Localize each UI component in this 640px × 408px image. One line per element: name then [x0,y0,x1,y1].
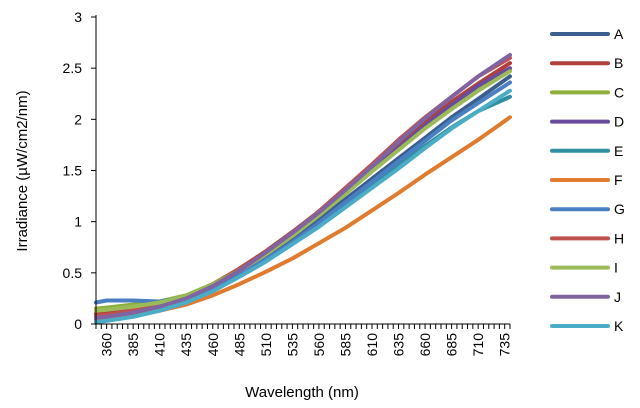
y-tick-label: 0 [74,316,82,332]
legend-label: F [614,172,623,188]
series-line-k [94,88,512,324]
legend-label: D [614,114,624,130]
legend-label: J [614,289,621,305]
x-tick-label: 610 [364,333,380,357]
y-tick-label: 2 [74,111,82,127]
legend-entry-k: K [550,318,624,334]
y-tick-label: 1.5 [63,163,83,179]
legend-entry-c: C [550,84,624,100]
x-tick-label: 435 [178,333,194,357]
legend-entry-g: G [550,201,625,217]
legend-entry-b: B [550,55,623,71]
plot-area [94,52,512,324]
legend-label: A [614,26,624,42]
legend-label: G [614,201,625,217]
series-line-d [94,66,512,322]
x-tick-label: 560 [311,333,327,357]
series-line-i [94,69,512,313]
series-line-f [94,115,512,323]
legend-label: I [614,260,618,276]
y-axis-title: Irradiance (µW/cm2/nm) [14,90,31,251]
x-tick-label: 410 [152,333,168,357]
x-tick-label: 535 [284,333,300,357]
y-tick-label: 2.5 [63,60,83,76]
x-tick-label: 460 [205,333,221,357]
x-tick-label: 685 [444,333,460,357]
x-tick-label: 510 [258,333,274,357]
legend-entry-i: I [550,260,618,276]
legend-entry-e: E [550,143,623,159]
legend-label: H [614,230,624,246]
legend-label: E [614,143,623,159]
legend-entry-h: H [550,230,624,246]
tick-labels: 0 0.5 1 1.5 2 2.5 3 360 385 410 435 460 485 510 535 560… [63,9,513,356]
x-axis-title: Wavelength (nm) [245,384,359,401]
x-tick-label: 485 [231,333,247,357]
axes [91,15,511,329]
x-tick-label: 735 [497,333,513,357]
x-tick-label: 585 [338,333,354,357]
legend-label: C [614,84,624,100]
y-tick-label: 3 [74,9,82,25]
y-tick-label: 0.5 [63,265,83,281]
x-tick-label: 360 [99,333,115,357]
x-tick-label: 635 [391,333,407,357]
series-line-g [94,80,512,305]
x-tick-label: 710 [470,333,486,357]
series-line-j [94,52,512,320]
legend-entry-j: J [550,289,621,305]
legend-label: K [614,318,624,334]
y-tick-label: 1 [74,214,82,230]
legend-entry-a: A [550,26,624,42]
legend-entry-f: F [550,172,623,188]
legend-label: B [614,55,623,71]
legend-entry-d: D [550,114,624,130]
series-line-h [94,55,512,318]
x-tick-label: 385 [125,333,141,357]
x-tick-label: 660 [417,333,433,357]
